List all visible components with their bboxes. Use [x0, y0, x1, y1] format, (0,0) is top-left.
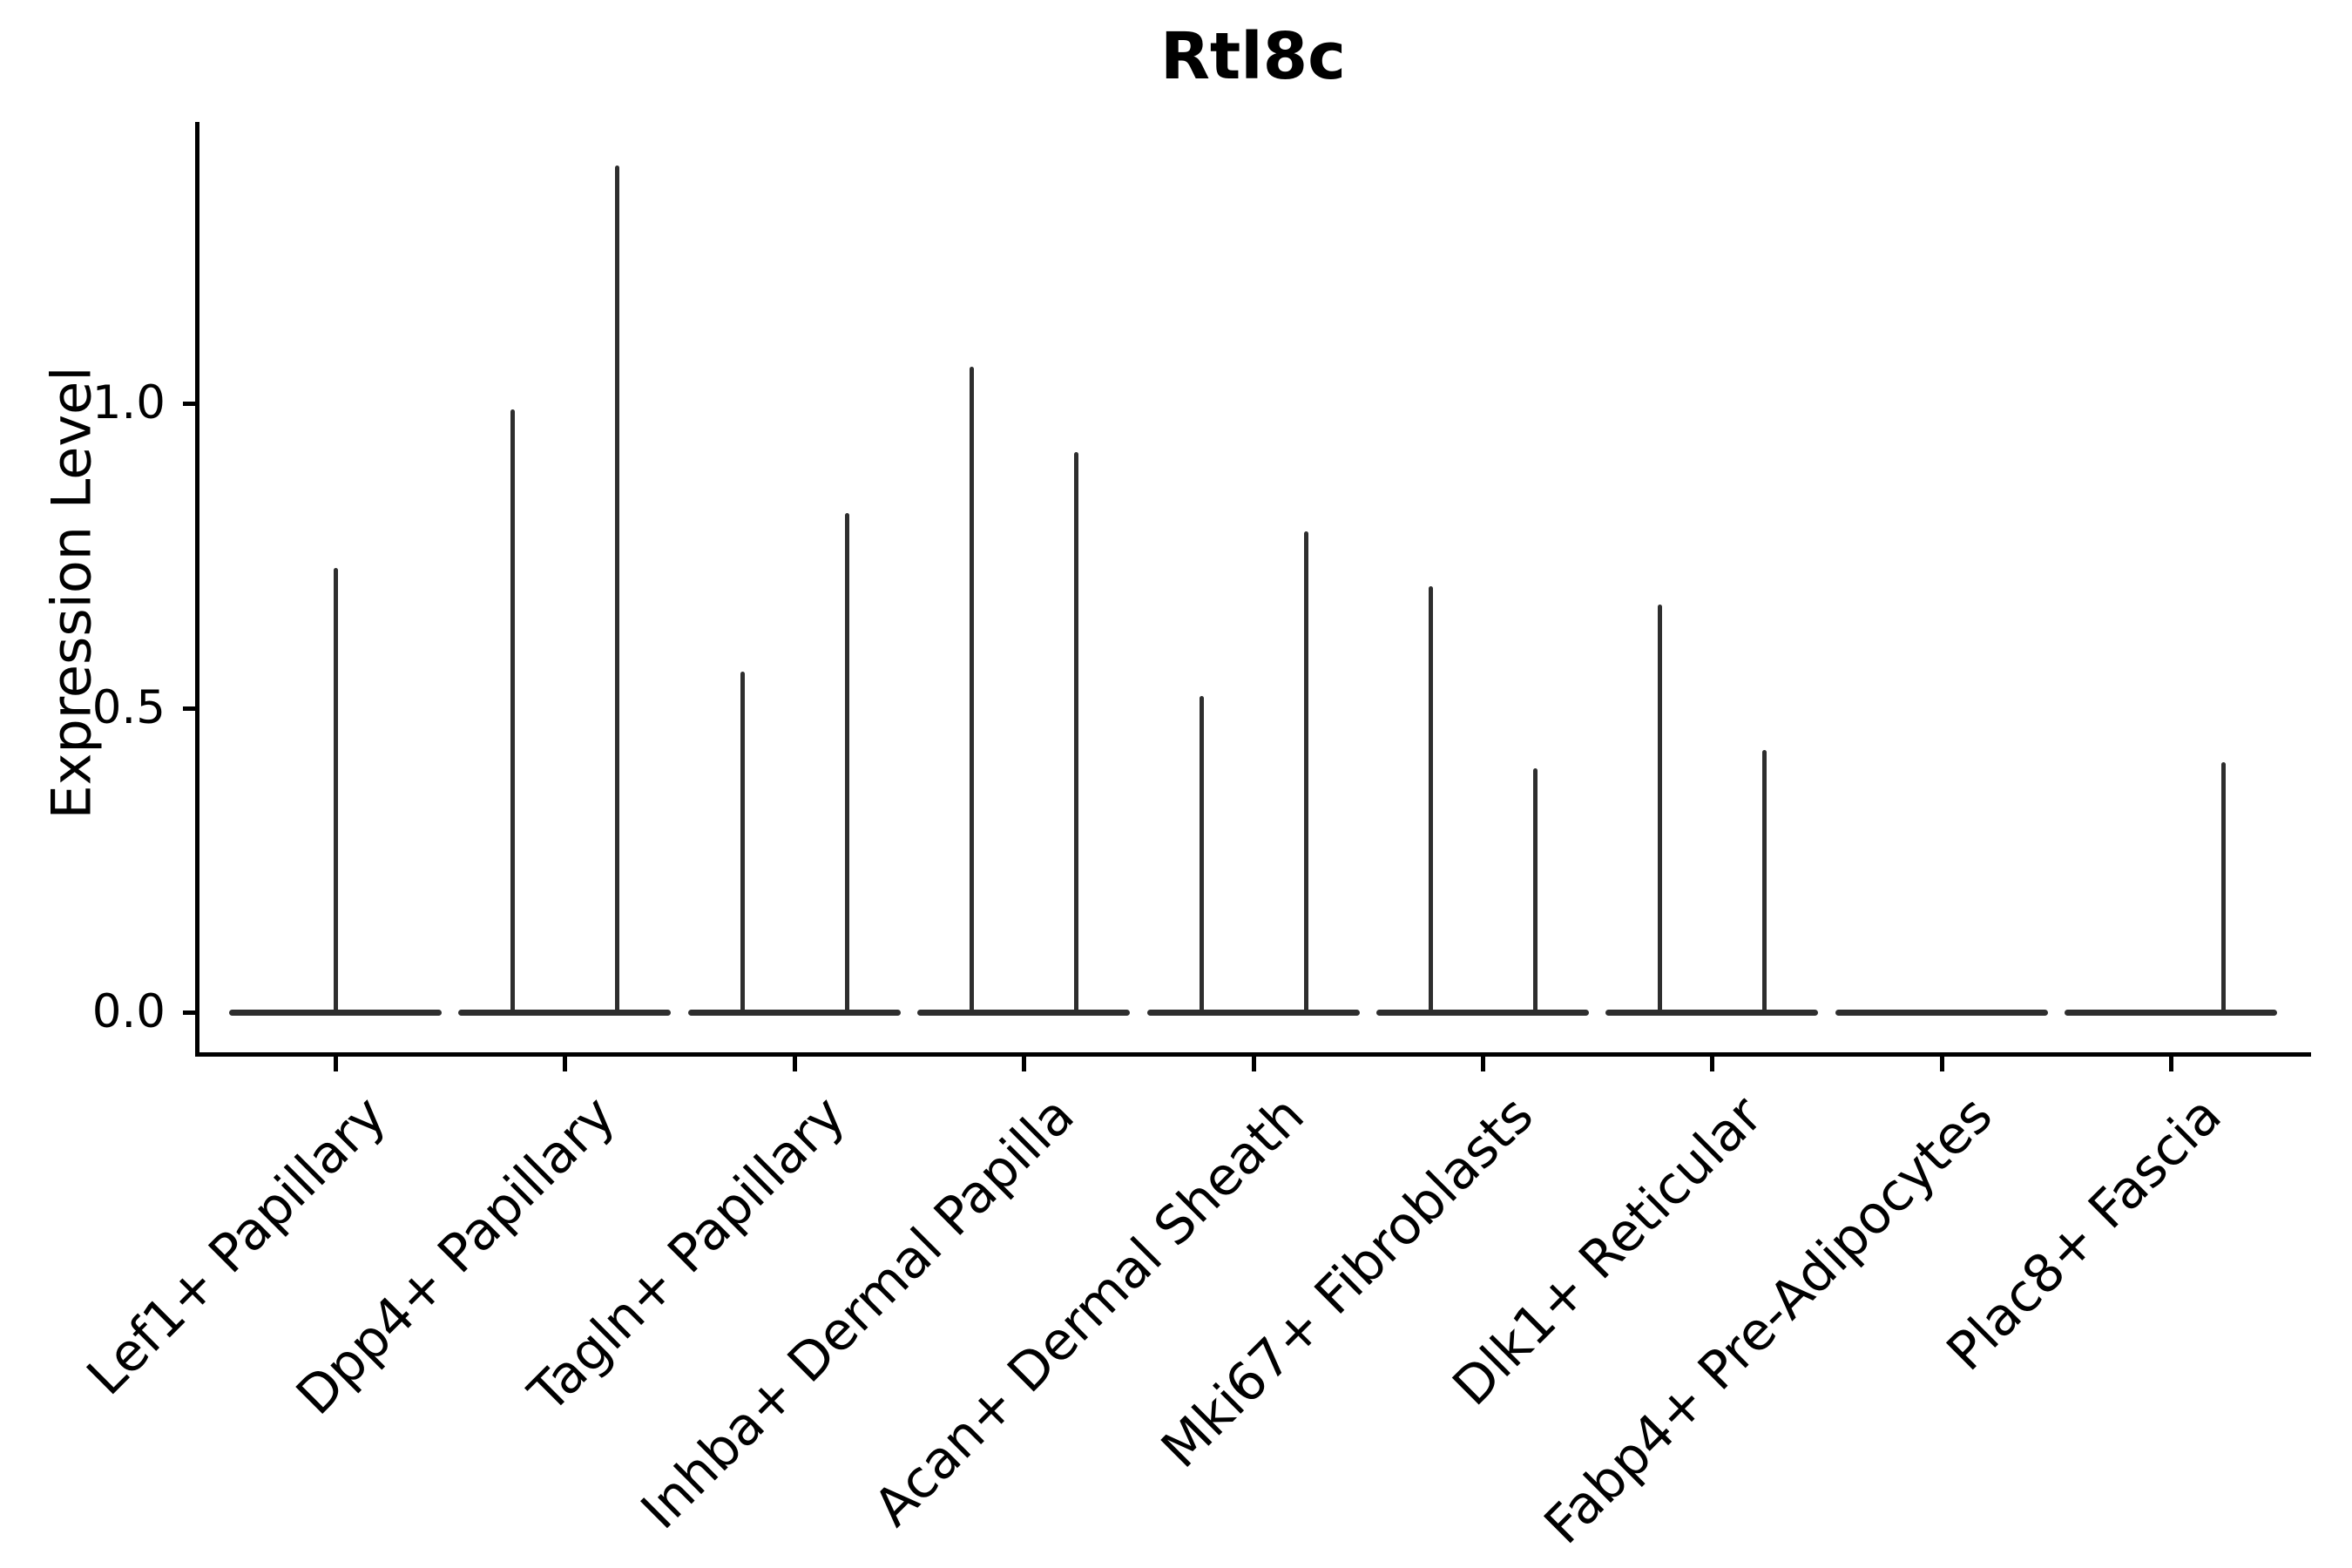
violin-baseline — [1835, 1010, 2048, 1016]
violin-spike — [615, 166, 620, 1015]
violin-baseline — [458, 1010, 672, 1016]
x-tick-mark — [334, 1057, 339, 1071]
x-tick-mark — [1022, 1057, 1027, 1071]
violin-baseline — [1605, 1010, 1819, 1016]
x-tick-mark — [1251, 1057, 1256, 1071]
x-tick-mark — [1480, 1057, 1485, 1071]
y-tick-mark — [183, 402, 198, 406]
violin-baseline — [2064, 1010, 2277, 1016]
x-tick-mark — [1710, 1057, 1715, 1071]
violin-spike — [1199, 695, 1204, 1015]
violin-spike — [844, 512, 849, 1015]
x-tick-mark — [2168, 1057, 2173, 1071]
violin-spike — [510, 409, 516, 1015]
violin-spike — [1428, 585, 1433, 1015]
violin-baseline — [917, 1010, 1131, 1016]
x-tick-mark — [563, 1057, 568, 1071]
violin-spike — [740, 671, 745, 1015]
x-axis-spine — [195, 1052, 2311, 1057]
violin-baseline — [687, 1010, 901, 1016]
violin-spike — [1658, 604, 1663, 1015]
violin-spike — [334, 567, 339, 1015]
y-tick-label: 0.5 — [91, 680, 166, 734]
violin-baseline — [1146, 1010, 1360, 1016]
violin-spike — [1532, 768, 1538, 1015]
chart-title: Rtl8c — [1159, 19, 1347, 94]
y-tick-mark — [183, 706, 198, 711]
y-axis-label: Expression Level — [39, 366, 104, 820]
y-tick-label: 1.0 — [91, 376, 166, 429]
y-axis-spine — [195, 122, 199, 1056]
x-tick-mark — [1939, 1057, 1944, 1071]
y-tick-label: 0.0 — [91, 985, 166, 1038]
x-tick-mark — [792, 1057, 797, 1071]
violin-spike — [970, 367, 975, 1015]
y-tick-mark — [183, 1010, 198, 1015]
violin-spike — [1074, 451, 1079, 1015]
violin-spike — [1762, 750, 1767, 1015]
violin-baseline — [1375, 1010, 1589, 1016]
violin-spike — [1303, 531, 1308, 1015]
violin-spike — [2220, 762, 2226, 1015]
